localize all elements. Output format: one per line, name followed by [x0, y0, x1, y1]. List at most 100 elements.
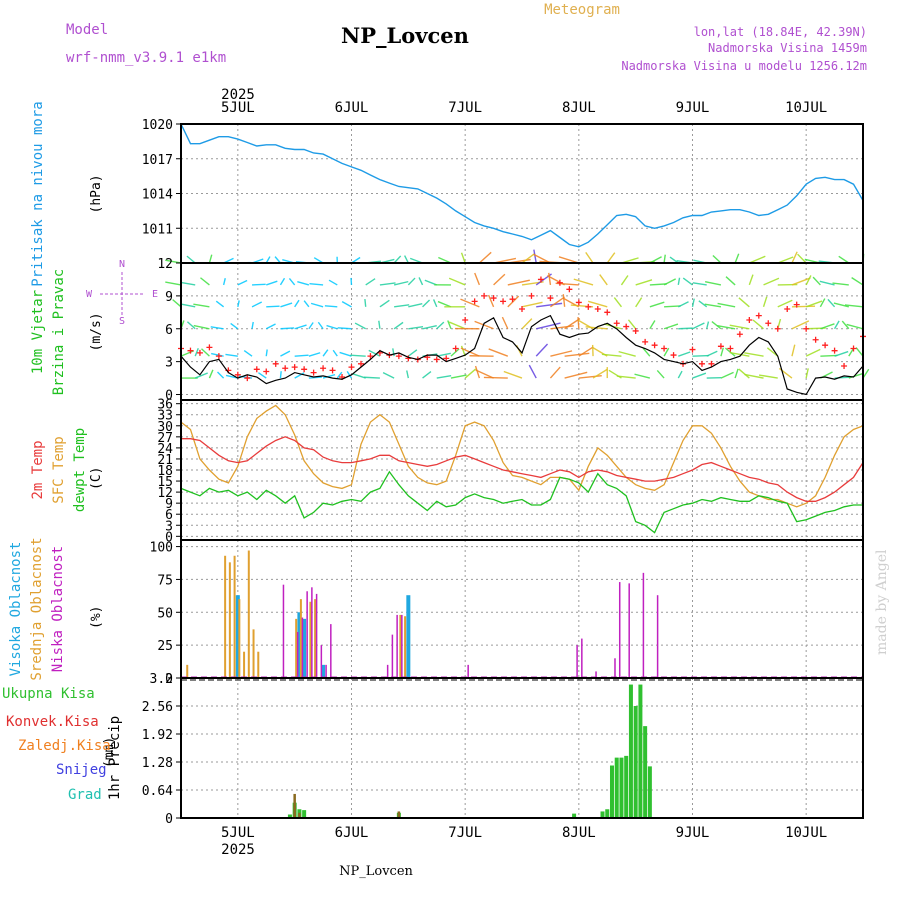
cloud-bar — [467, 664, 469, 678]
precip-bar — [397, 814, 401, 818]
wind-arrow — [210, 326, 224, 330]
wind-arrow — [805, 300, 823, 308]
cloud-bar — [235, 595, 240, 678]
y-tick-label: 3 — [165, 356, 173, 371]
wind-arrow — [448, 277, 466, 286]
wind-arrow — [208, 369, 214, 379]
mid-cloud-label: Srednja Oblacnost — [29, 537, 45, 680]
y-tick-label: 1014 — [142, 188, 173, 203]
gust-marker — [187, 347, 194, 354]
wind-arrow — [279, 277, 286, 286]
cloud-bar — [311, 587, 313, 678]
cloud-bar — [186, 664, 189, 678]
wind-arrow — [635, 279, 653, 286]
cloud-bar — [391, 634, 394, 678]
low-cloud-label: Niska Oblacnost — [50, 546, 66, 672]
y-tick-label: 21 — [157, 453, 173, 468]
wind-arrow — [791, 320, 810, 330]
gust-marker — [528, 292, 535, 299]
wind-arrow — [328, 279, 338, 286]
gust-marker — [537, 276, 544, 283]
unit-label: (m/s) — [89, 312, 104, 351]
temp-2m-line — [181, 436, 864, 502]
wind-arrow — [720, 371, 734, 379]
precip-legend-label: Grad — [68, 787, 102, 803]
date-label-bottom: 8JUL — [562, 825, 596, 841]
precip-bar — [298, 812, 301, 818]
year-bottom: 2025 — [221, 842, 255, 858]
gust-marker — [727, 345, 734, 352]
wind-arrow — [252, 283, 266, 286]
gust-marker — [698, 360, 705, 367]
date-label-top: 7JUL — [448, 100, 482, 116]
wind-arrow — [352, 373, 366, 379]
gust-marker — [670, 352, 677, 359]
dewpt-line — [180, 470, 863, 534]
temp-axis-label: 2m Temp — [30, 440, 46, 499]
wind-arrow — [165, 281, 182, 286]
precip-bar — [605, 809, 610, 818]
wind-arrow — [748, 274, 754, 286]
wind-arrow — [251, 321, 254, 329]
wind-arrow — [422, 371, 432, 379]
gust-marker — [263, 368, 270, 375]
wind-arrow — [704, 281, 722, 286]
gust-marker — [253, 366, 260, 373]
gust-marker — [717, 343, 724, 350]
gust-marker — [234, 371, 241, 378]
wind-arrow — [588, 300, 608, 308]
y-tick-label: 12 — [157, 257, 173, 272]
cloud-bar — [315, 593, 318, 678]
y-tick-label: 100 — [150, 541, 173, 556]
gust-marker — [500, 298, 507, 305]
cloud-bar — [309, 601, 312, 678]
wind-arrow — [528, 364, 537, 379]
wind-arrow — [677, 301, 689, 308]
cloud-bar — [314, 599, 317, 678]
wind-arrow — [337, 327, 352, 330]
gust-marker — [395, 353, 402, 360]
wind-arrow — [297, 281, 310, 286]
wind-arrow — [507, 295, 520, 308]
wind-arrow — [678, 351, 691, 357]
wind-arrow — [464, 368, 477, 379]
y-tick-label: 0 — [165, 530, 173, 545]
panel-frames — [176, 123, 864, 819]
gust-marker — [367, 353, 374, 360]
wind-arrow — [762, 296, 768, 308]
y-tick-label: 1011 — [142, 222, 173, 237]
gust-marker — [604, 309, 611, 316]
y-tick-label: 0.64 — [142, 784, 173, 799]
grid-layer — [181, 123, 863, 819]
precip-bar — [619, 757, 624, 818]
date-label-top: 8JUL — [562, 100, 596, 116]
wind-arrow — [820, 323, 835, 330]
precip-bar — [628, 684, 633, 818]
wind-arrow — [294, 372, 305, 379]
wind-arrow — [562, 294, 566, 307]
wind-arrow — [649, 320, 656, 330]
wind-axis-label-2: Brzina i Pravac — [51, 269, 67, 395]
wind-arrow — [819, 298, 826, 308]
wind-arrow — [841, 320, 850, 330]
cloud-bar — [406, 595, 411, 678]
precip-legend-label: Konvek.Kisa — [6, 714, 99, 730]
wind-arrow — [474, 272, 481, 286]
precip-legend-label: Ukupna Kisa — [2, 686, 95, 702]
wind-arrow — [448, 321, 466, 330]
gust-marker — [320, 365, 327, 372]
cloud-bar — [252, 629, 255, 678]
gust-marker — [556, 279, 563, 286]
wind-arrow — [533, 249, 537, 264]
sfc-temp-line — [180, 404, 864, 508]
wind-arrow — [460, 298, 480, 308]
gust-marker — [623, 323, 630, 330]
wind-arrow — [503, 370, 523, 379]
gust-marker — [661, 345, 668, 352]
precip-legend-label: Zaledj.Kisa — [18, 738, 111, 754]
wind-arrow — [350, 354, 366, 357]
wind-arrow — [280, 350, 291, 357]
y-tick-label: 1.28 — [142, 756, 173, 771]
wind-arrow — [478, 251, 492, 264]
wind-arrow — [309, 283, 324, 286]
